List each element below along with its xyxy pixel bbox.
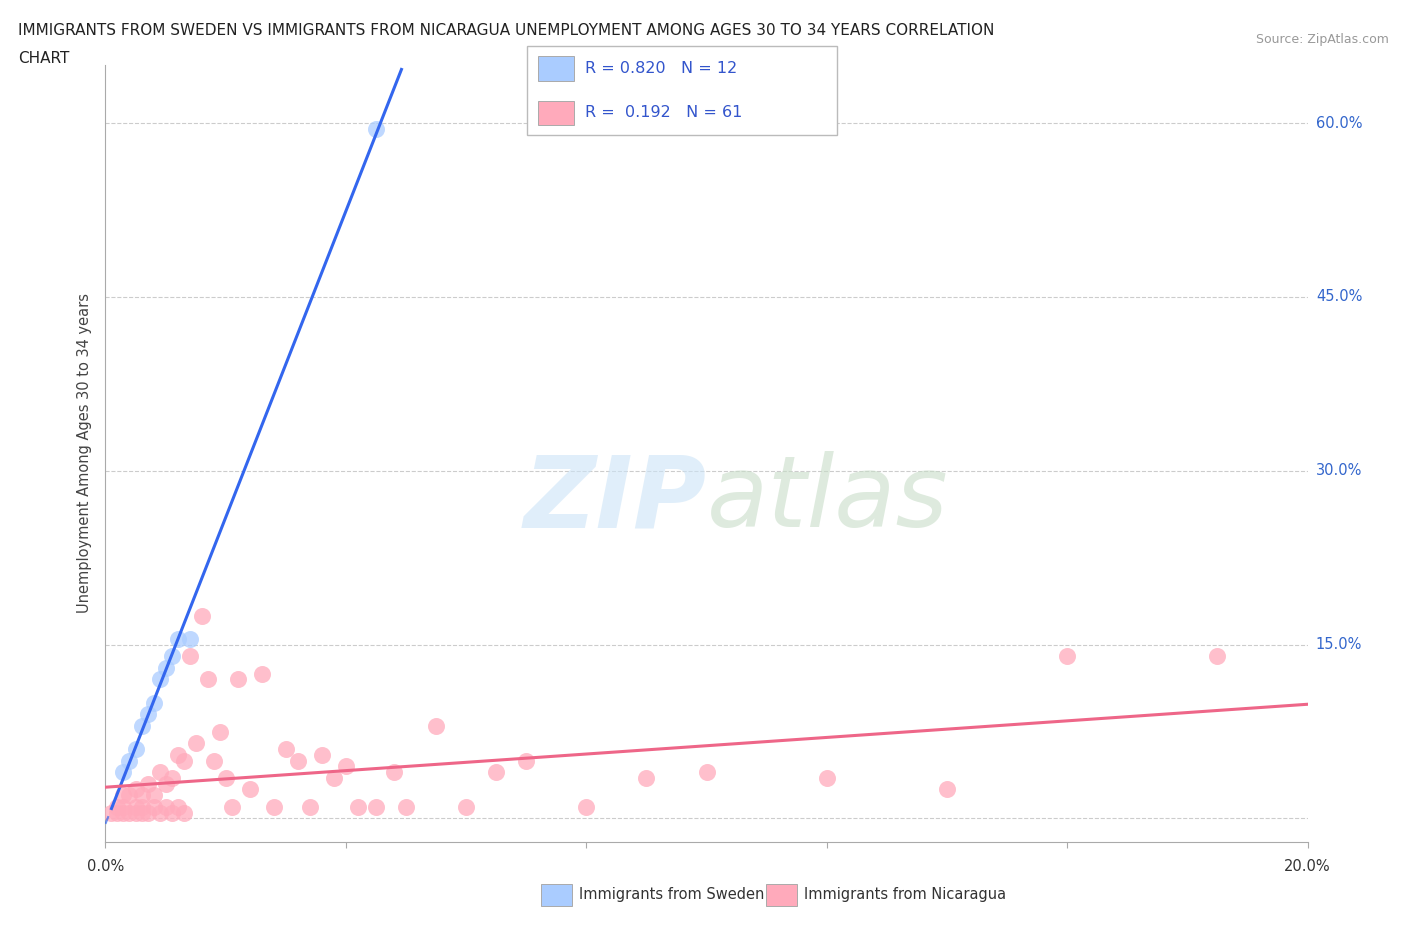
Point [131, 800, 153, 815]
Point [239, 782, 262, 797]
Point [636, 770, 658, 785]
Point [148, 672, 170, 687]
Point [395, 800, 418, 815]
Text: 45.0%: 45.0% [1316, 289, 1362, 304]
Text: ZIP: ZIP [523, 451, 707, 549]
Point [148, 764, 170, 779]
Text: CHART: CHART [18, 51, 70, 66]
Point [575, 800, 598, 815]
Point [155, 800, 177, 815]
Point [179, 649, 201, 664]
Point [136, 805, 159, 820]
Point [382, 764, 405, 779]
Point [184, 736, 207, 751]
Point [148, 805, 170, 820]
Point [179, 631, 201, 646]
Text: 60.0%: 60.0% [1316, 115, 1362, 130]
Point [131, 805, 153, 820]
Point [118, 753, 141, 768]
Point [136, 707, 159, 722]
Text: 20.0%: 20.0% [1284, 859, 1331, 874]
Text: Immigrants from Nicaragua: Immigrants from Nicaragua [804, 887, 1007, 902]
Point [155, 777, 177, 791]
Point [208, 724, 231, 739]
Point [112, 788, 135, 803]
Point [112, 764, 135, 779]
Point [142, 800, 165, 815]
Point [173, 753, 195, 768]
Point [124, 782, 146, 797]
Point [347, 800, 370, 815]
Point [107, 805, 129, 820]
Point [142, 788, 165, 803]
Point [250, 666, 273, 681]
Point [124, 800, 146, 815]
Point [160, 649, 183, 664]
Text: 30.0%: 30.0% [1316, 463, 1362, 478]
Y-axis label: Unemployment Among Ages 30 to 34 years: Unemployment Among Ages 30 to 34 years [77, 293, 93, 614]
Point [131, 718, 153, 733]
Point [335, 759, 357, 774]
Point [197, 672, 219, 687]
Point [1206, 649, 1229, 664]
Point [322, 770, 344, 785]
Point [364, 800, 387, 815]
Point [287, 753, 309, 768]
Point [142, 695, 165, 710]
Point [485, 764, 508, 779]
Point [124, 741, 146, 756]
Point [166, 748, 188, 763]
Text: Immigrants from Sweden: Immigrants from Sweden [579, 887, 765, 902]
Point [364, 122, 387, 137]
Text: 0.0%: 0.0% [87, 859, 124, 874]
Point [311, 748, 333, 763]
Point [454, 800, 477, 815]
Point [936, 782, 959, 797]
Point [274, 741, 297, 756]
Point [815, 770, 838, 785]
Point [131, 788, 153, 803]
Point [166, 631, 188, 646]
Point [1056, 649, 1078, 664]
Point [160, 805, 183, 820]
Point [124, 805, 146, 820]
Point [107, 800, 129, 815]
Text: Source: ZipAtlas.com: Source: ZipAtlas.com [1256, 33, 1389, 46]
Text: R = 0.820   N = 12: R = 0.820 N = 12 [585, 61, 737, 76]
Point [155, 660, 177, 675]
Point [696, 764, 718, 779]
Point [166, 800, 188, 815]
Point [173, 805, 195, 820]
Text: atlas: atlas [707, 451, 948, 549]
Point [160, 770, 183, 785]
Text: 15.0%: 15.0% [1316, 637, 1362, 652]
Point [515, 753, 537, 768]
Point [112, 800, 135, 815]
Point [136, 777, 159, 791]
Point [118, 788, 141, 803]
Text: R =  0.192   N = 61: R = 0.192 N = 61 [585, 105, 742, 120]
Point [214, 770, 236, 785]
Point [226, 672, 249, 687]
Point [202, 753, 225, 768]
Point [263, 800, 285, 815]
Point [112, 805, 135, 820]
Point [100, 805, 122, 820]
Point [221, 800, 243, 815]
Point [298, 800, 321, 815]
Text: IMMIGRANTS FROM SWEDEN VS IMMIGRANTS FROM NICARAGUA UNEMPLOYMENT AMONG AGES 30 T: IMMIGRANTS FROM SWEDEN VS IMMIGRANTS FRO… [18, 23, 994, 38]
Point [118, 805, 141, 820]
Point [190, 608, 212, 623]
Point [425, 718, 447, 733]
